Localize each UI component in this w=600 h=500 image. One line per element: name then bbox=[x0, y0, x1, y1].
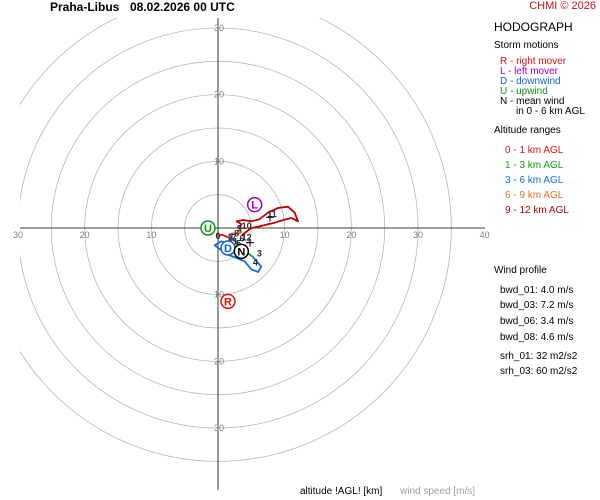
storm-marker-n bbox=[233, 243, 250, 260]
y-tick-label: 30 bbox=[214, 23, 224, 33]
y-tick-label: 20 bbox=[214, 356, 224, 366]
wind-profile-item: bwd_03: 7.2 m/s bbox=[500, 300, 574, 311]
storm-motions-title: Storm motions bbox=[494, 40, 559, 51]
height-label: 9 bbox=[237, 224, 242, 234]
height-label: 3 bbox=[257, 248, 262, 258]
storm-motion-item: R - right mover bbox=[500, 56, 567, 67]
height-label: 6 bbox=[239, 234, 244, 244]
storm-marker-l bbox=[246, 196, 263, 213]
altitude-range-item: 0 - 1 km AGL bbox=[505, 145, 564, 156]
altitude-axis-label: altitude !AGL! [km] bbox=[300, 486, 383, 497]
altitude-range-item: 1 - 3 km AGL bbox=[505, 160, 564, 171]
speed-ring bbox=[20, 18, 452, 462]
height-label: 1 bbox=[233, 236, 238, 246]
x-tick-label: 40 bbox=[480, 230, 490, 240]
wind-profile-item: bwd_06: 3.4 m/s bbox=[500, 316, 574, 327]
storm-marker-label: D bbox=[224, 243, 232, 255]
wind-profile-item: bwd_08: 4.6 m/s bbox=[500, 332, 574, 343]
y-tick-label: 10 bbox=[214, 290, 224, 300]
storm-marker-u bbox=[200, 220, 216, 236]
storm-marker-label: U bbox=[204, 223, 212, 235]
storm-marker-label: L bbox=[251, 200, 258, 212]
storm-marker-label: R bbox=[224, 296, 232, 308]
altitude-ranges-title: Altitude ranges bbox=[494, 125, 561, 136]
height-label: 7 bbox=[231, 232, 236, 242]
y-tick-label: 10 bbox=[214, 156, 224, 166]
x-tick-label: 30 bbox=[413, 230, 423, 240]
altitude-range-item: 6 - 9 km AGL bbox=[505, 190, 564, 201]
height-label: 0 bbox=[215, 231, 220, 241]
y-tick-label: 30 bbox=[214, 423, 224, 433]
height-label: 2 bbox=[228, 232, 233, 242]
height-label: 8 bbox=[234, 228, 239, 238]
wind-speed-axis-label: wind speed [m/s] bbox=[400, 486, 476, 497]
altitude-range-item: 3 - 6 km AGL bbox=[505, 175, 564, 186]
storm-motion-item: in 0 - 6 km AGL bbox=[516, 106, 585, 117]
height-label: 10 bbox=[242, 221, 252, 231]
height-label: 11 bbox=[267, 209, 277, 219]
wind-profile-item: srh_03: 60 m2/s2 bbox=[500, 366, 578, 377]
x-tick-label: 30 bbox=[13, 230, 23, 240]
x-tick-label: 10 bbox=[146, 230, 156, 240]
height-label: 5 bbox=[236, 238, 241, 248]
x-tick-label: 20 bbox=[346, 230, 356, 240]
storm-motion-item: N - mean wind bbox=[500, 96, 565, 107]
wind-profile-item: bwd_01: 4.0 m/s bbox=[500, 285, 574, 296]
storm-motion-item: D - downwind bbox=[500, 76, 561, 87]
hodograph-segment-4 bbox=[228, 228, 243, 236]
hodograph-segment-5 bbox=[235, 205, 299, 236]
wind-profile-title: Wind profile bbox=[494, 265, 547, 276]
storm-motion-item: U - upwind bbox=[500, 86, 548, 97]
wind-profile-item: srh_01: 32 m2/s2 bbox=[500, 351, 578, 362]
x-tick-label: 10 bbox=[280, 230, 290, 240]
credit-label: CHMI © 2026 bbox=[529, 0, 596, 12]
storm-marker-r bbox=[220, 293, 236, 310]
altitude-range-item: 9 - 12 km AGL bbox=[505, 205, 569, 216]
storm-marker-label: N bbox=[237, 246, 245, 258]
storm-motion-item: L - left mover bbox=[500, 66, 558, 77]
height-label: 4 bbox=[253, 258, 258, 268]
station-name: Praha-Libus bbox=[50, 0, 120, 14]
height-label: 12 bbox=[242, 232, 252, 242]
forecast-time: 08.02.2026 00 UTC bbox=[130, 0, 235, 14]
y-tick-label: 20 bbox=[214, 90, 224, 100]
x-tick-label: 20 bbox=[80, 230, 90, 240]
legend-title: HODOGRAPH bbox=[494, 20, 573, 34]
